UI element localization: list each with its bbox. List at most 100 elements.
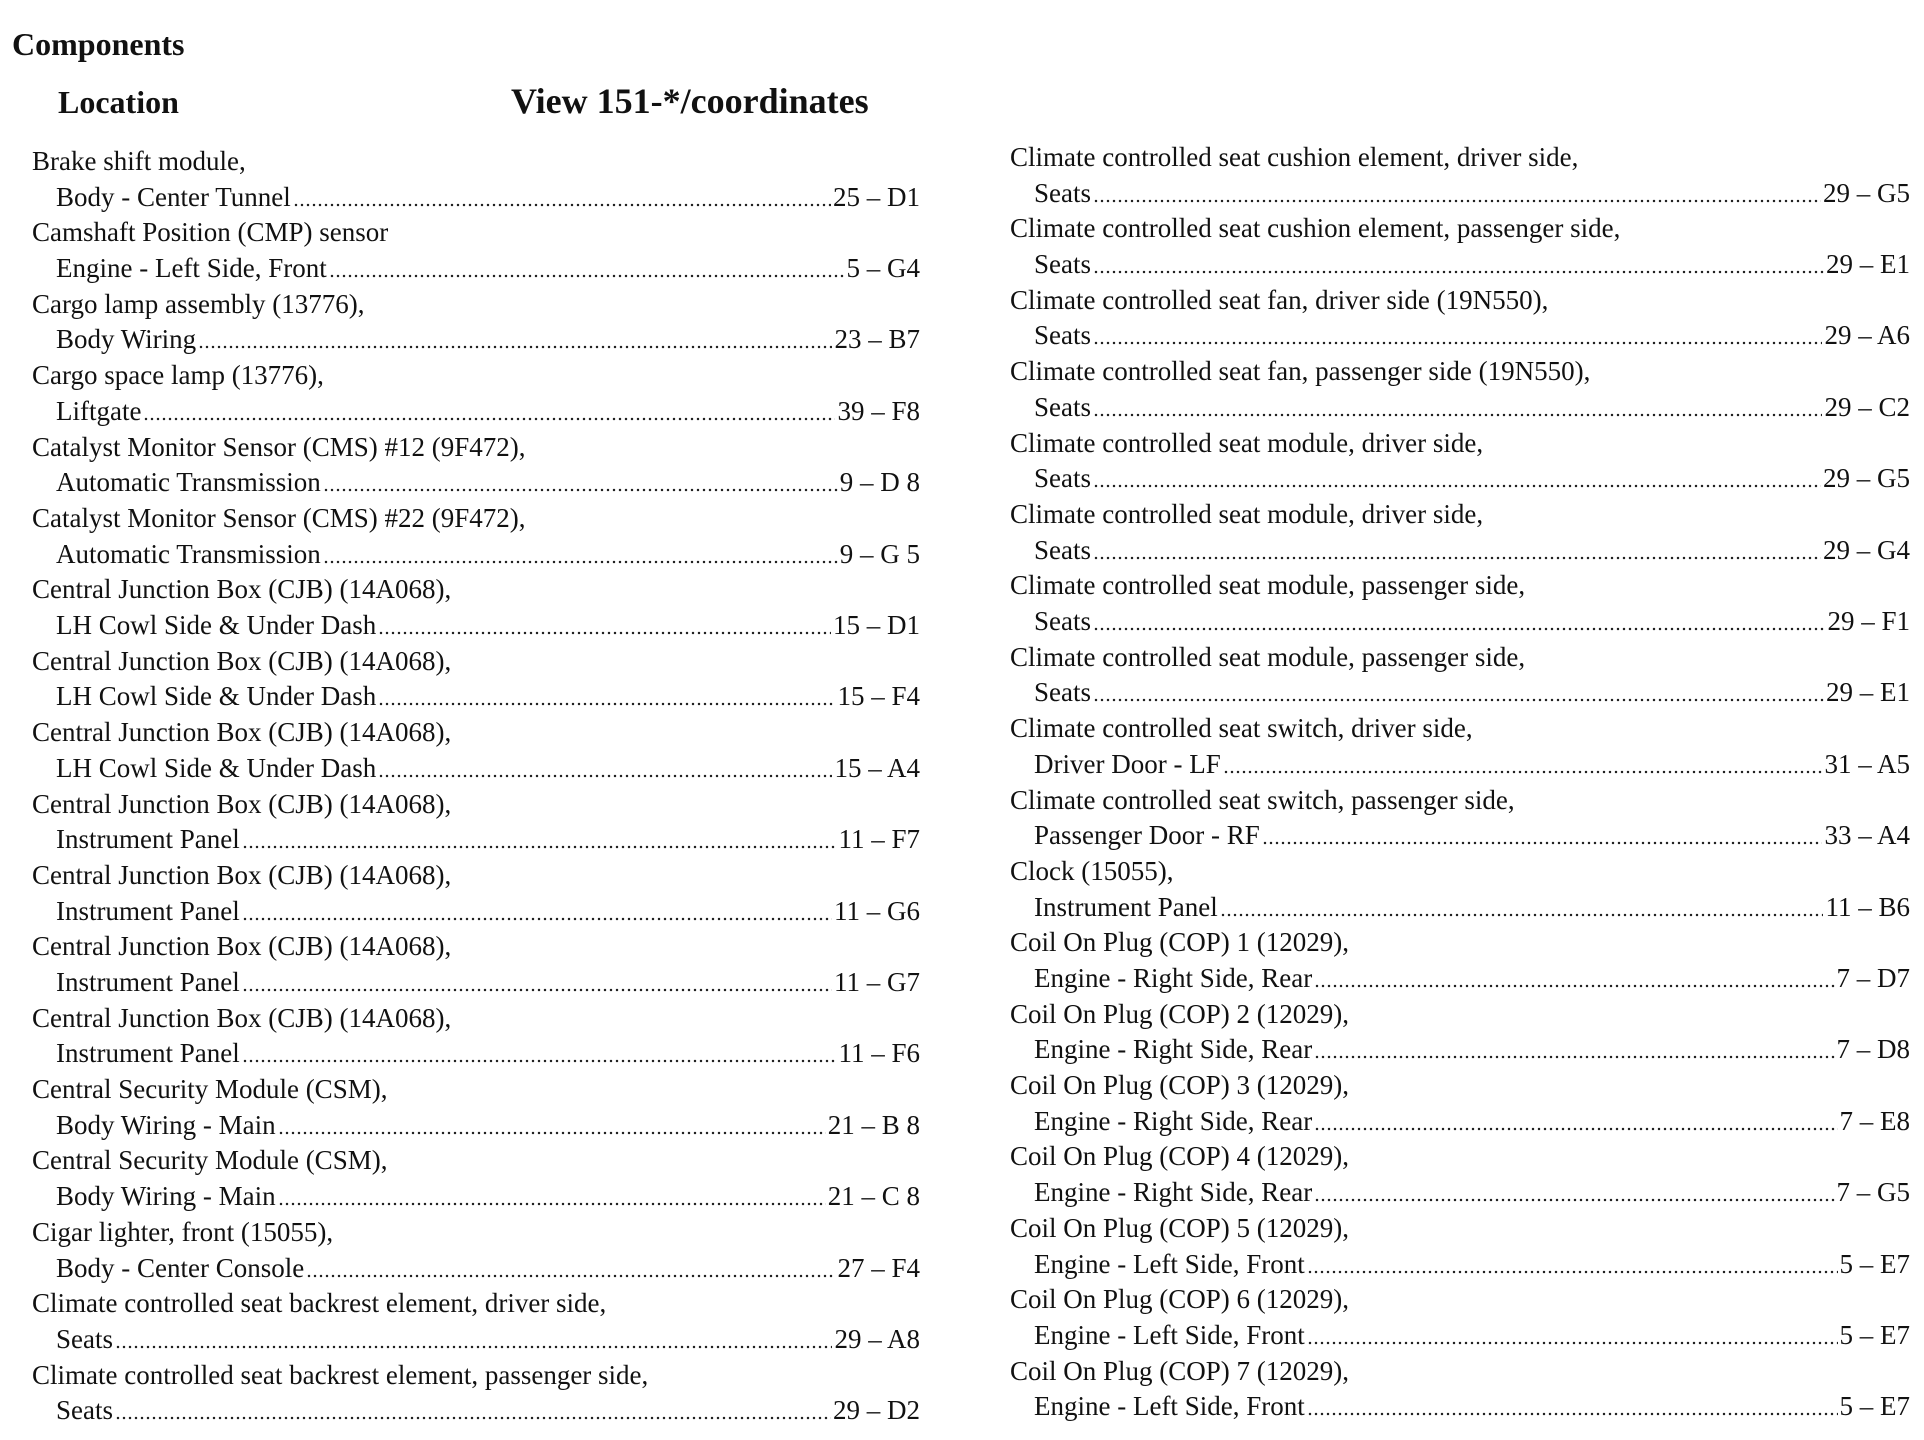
index-column: Climate controlled seat cushion element,… bbox=[1010, 140, 1910, 1425]
location-line: Engine - Right Side, Rear 7 – E8 bbox=[1010, 1103, 1911, 1140]
coordinates: 25 – D1 bbox=[833, 181, 920, 212]
location: Engine - Left Side, Front bbox=[1034, 1391, 1305, 1422]
location-line: Body - Center Tunnel 25 – D1 bbox=[32, 179, 920, 216]
coordinates: 5 – G4 bbox=[846, 253, 921, 284]
location: LH Cowl Side & Under Dash bbox=[56, 681, 377, 712]
component-name: Climate controlled seat backrest element… bbox=[32, 1359, 649, 1390]
location: Instrument Panel bbox=[56, 824, 240, 855]
coordinates: 29 – E1 bbox=[1826, 249, 1910, 280]
location: Seats bbox=[1034, 249, 1091, 280]
dot-leader bbox=[1093, 247, 1824, 278]
index-entry: Coil On Plug (COP) 4 (12029), Engine - Ri… bbox=[1010, 1139, 1910, 1210]
location-line: LH Cowl Side & Under Dash 15 – D1 bbox=[32, 608, 920, 644]
index-column: Brake shift module, Body - Center Tunnel 2… bbox=[32, 144, 920, 1429]
index-entry: Coil On Plug (COP) 7 (12029), Engine - Le… bbox=[1010, 1354, 1910, 1425]
location-line: LH Cowl Side & Under Dash 15 – F4 bbox=[32, 679, 920, 715]
dot-leader bbox=[322, 465, 838, 496]
coordinates: 5 – E7 bbox=[1839, 1319, 1911, 1350]
coordinates: 7 – E8 bbox=[1839, 1105, 1911, 1136]
coordinates: 15 – F4 bbox=[837, 681, 920, 712]
coordinates: 11 – G7 bbox=[834, 967, 920, 997]
index-entry: Climate controlled seat module, driver s… bbox=[1010, 497, 1910, 568]
index-entry: Central Junction Box (CJB) (14A068), Inst… bbox=[32, 1001, 920, 1072]
coordinates: 5 – E7 bbox=[1839, 1248, 1911, 1279]
location-line: Body Wiring - Main 21 – C 8 bbox=[32, 1179, 920, 1215]
location-line: LH Cowl Side & Under Dash 15 – A4 bbox=[32, 750, 920, 787]
location-line: Body - Center Console 27 – F4 bbox=[32, 1250, 920, 1287]
location-line: Seats 29 – A8 bbox=[32, 1321, 920, 1358]
location-line: Instrument Panel 11 – G6 bbox=[32, 893, 920, 930]
location-line: Seats 29 – E1 bbox=[1010, 247, 1910, 283]
dot-leader bbox=[378, 750, 833, 781]
location-line: Automatic Transmission 9 – D 8 bbox=[32, 465, 920, 501]
index-entry: Climate controlled seat cushion element,… bbox=[1010, 140, 1910, 211]
dot-leader bbox=[241, 965, 832, 995]
dot-leader bbox=[1093, 318, 1823, 349]
component-name: Central Junction Box (CJB) (14A068), bbox=[32, 645, 452, 676]
column-header: Location bbox=[58, 84, 179, 120]
component-name: Climate controlled seat fan, driver side… bbox=[1010, 284, 1549, 315]
location-line: Engine - Left Side, Front 5 – E7 bbox=[1010, 1317, 1911, 1354]
index-entry: Central Junction Box (CJB) (14A068), Inst… bbox=[32, 858, 920, 929]
dot-leader bbox=[1314, 961, 1835, 991]
location-line: Seats 29 – F1 bbox=[1010, 604, 1910, 640]
location: Body Wiring bbox=[56, 324, 197, 355]
location: LH Cowl Side & Under Dash bbox=[56, 610, 377, 641]
location: Body - Center Tunnel bbox=[56, 181, 291, 212]
index-entry: Coil On Plug (COP) 3 (12029), Engine - Ri… bbox=[1010, 1068, 1910, 1139]
dot-leader bbox=[1261, 818, 1823, 849]
component-name: Climate controlled seat module, driver s… bbox=[1010, 427, 1484, 458]
dot-leader bbox=[378, 608, 831, 639]
dot-leader bbox=[1093, 461, 1821, 492]
location: Engine - Left Side, Front bbox=[56, 253, 327, 284]
component-name: Brake shift module, bbox=[32, 146, 246, 176]
coordinates: 15 – D1 bbox=[833, 610, 920, 641]
component-name: Central Junction Box (CJB) (14A068), bbox=[32, 859, 452, 890]
index-entry: Central Junction Box (CJB) (14A068), LH C… bbox=[32, 715, 920, 786]
index-entry: Climate controlled seat fan, passenger s… bbox=[1010, 354, 1910, 425]
index-entry: Central Junction Box (CJB) (14A068), LH C… bbox=[32, 572, 920, 643]
location: Body Wiring - Main bbox=[56, 1181, 276, 1212]
location-line: Liftgate 39 – F8 bbox=[32, 393, 920, 430]
dot-leader bbox=[198, 322, 833, 353]
coordinates: 7 – D7 bbox=[1836, 963, 1911, 993]
coordinates: 29 – G5 bbox=[1823, 177, 1910, 208]
dot-leader bbox=[322, 536, 838, 567]
index-entry: Central Junction Box (CJB) (14A068), Inst… bbox=[32, 929, 920, 1000]
coordinates: 33 – A4 bbox=[1824, 820, 1910, 851]
component-name: Central Junction Box (CJB) (14A068), bbox=[32, 788, 452, 819]
index-entry: Central Junction Box (CJB) (14A068), Inst… bbox=[32, 787, 920, 858]
location-line: Engine - Right Side, Rear 7 – D7 bbox=[1010, 961, 1910, 997]
coordinates: 29 – A6 bbox=[1824, 320, 1910, 351]
location: Instrument Panel bbox=[56, 967, 240, 997]
component-name: Central Security Module (CSM), bbox=[32, 1074, 388, 1105]
location: Passenger Door - RF bbox=[1034, 820, 1260, 851]
location-line: Driver Door - LF 31 – A5 bbox=[1010, 746, 1910, 783]
coordinates: 11 – G6 bbox=[834, 895, 920, 926]
dot-leader bbox=[1219, 889, 1824, 920]
location: Liftgate bbox=[56, 395, 142, 426]
dot-leader bbox=[1093, 604, 1826, 635]
index-entry: Climate controlled seat cushion element,… bbox=[1010, 211, 1910, 282]
index-entry: Coil On Plug (COP) 5 (12029), Engine - Le… bbox=[1010, 1211, 1910, 1282]
component-name: Clock (15055), bbox=[1010, 855, 1174, 886]
location-line: Body Wiring 23 – B7 bbox=[32, 322, 920, 358]
coordinates: 9 – G 5 bbox=[839, 538, 920, 569]
location: Automatic Transmission bbox=[56, 538, 321, 569]
component-name: Climate controlled seat fan, passenger s… bbox=[1010, 356, 1591, 387]
location-line: Engine - Right Side, Rear 7 – G5 bbox=[1010, 1175, 1910, 1211]
coordinates: 29 – C2 bbox=[1824, 391, 1910, 422]
index-entry: Climate controlled seat switch, driver s… bbox=[1010, 711, 1910, 782]
dot-leader bbox=[241, 893, 832, 924]
dot-leader bbox=[1306, 1389, 1838, 1420]
location: LH Cowl Side & Under Dash bbox=[56, 752, 377, 783]
location: Seats bbox=[56, 1395, 113, 1426]
coordinates: 9 – D 8 bbox=[839, 467, 920, 498]
dot-leader bbox=[378, 679, 836, 710]
dot-leader bbox=[1314, 1103, 1838, 1134]
index-entry: Climate controlled seat module, passenge… bbox=[1010, 568, 1910, 639]
component-name: Climate controlled seat module, driver s… bbox=[1010, 498, 1484, 529]
location: Engine - Right Side, Rear bbox=[1034, 1105, 1313, 1136]
location: Engine - Left Side, Front bbox=[1034, 1248, 1305, 1279]
